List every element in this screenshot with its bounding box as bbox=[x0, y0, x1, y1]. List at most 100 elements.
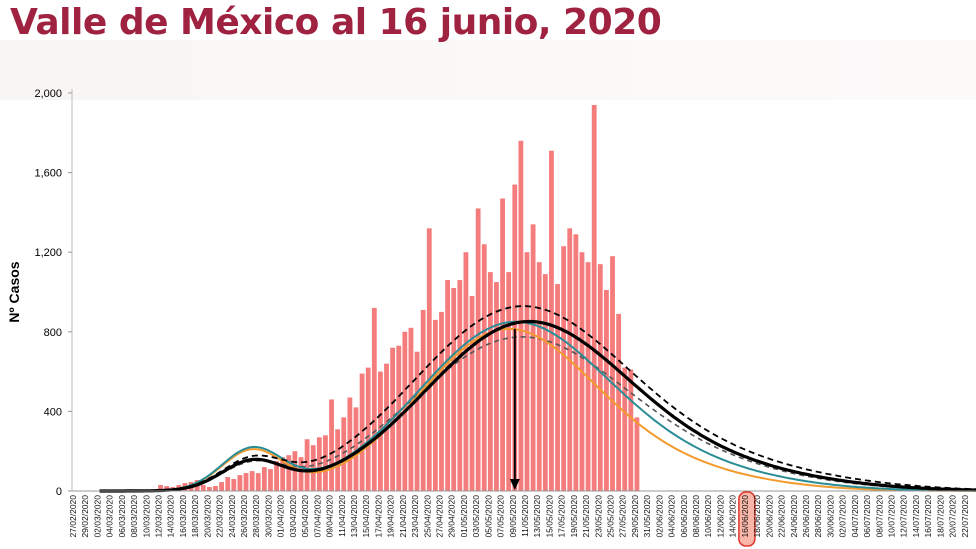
x-tick-label: 06/06/2020 bbox=[679, 495, 689, 538]
bar bbox=[573, 234, 579, 492]
x-tick-label: 14/07/2020 bbox=[911, 495, 921, 538]
x-tick-label: 25/04/2020 bbox=[422, 495, 432, 538]
bar bbox=[487, 272, 493, 491]
bar bbox=[634, 417, 640, 491]
x-tick-label: 20/03/2020 bbox=[202, 495, 212, 538]
x-tick-label: 13/04/2020 bbox=[349, 495, 359, 538]
bar bbox=[408, 327, 414, 491]
x-tick-label: 03/04/2020 bbox=[288, 495, 298, 538]
bar bbox=[432, 319, 438, 491]
bar bbox=[549, 150, 554, 491]
x-tick-label: 27/05/2020 bbox=[618, 495, 628, 538]
x-tick-label: 10/03/2020 bbox=[141, 495, 151, 538]
x-tick-label: 04/03/2020 bbox=[105, 495, 115, 538]
x-tick-label: 17/05/2020 bbox=[557, 495, 567, 538]
x-tick-label: 01/05/2020 bbox=[459, 495, 469, 538]
x-tick-label: 04/07/2020 bbox=[850, 495, 860, 538]
bar bbox=[530, 224, 536, 491]
x-tick-label: 04/06/2020 bbox=[667, 495, 677, 538]
bar bbox=[329, 399, 334, 491]
bar bbox=[457, 280, 463, 491]
bar bbox=[347, 397, 353, 491]
bar bbox=[518, 140, 524, 491]
x-tick-label: 02/07/2020 bbox=[838, 495, 848, 538]
bar bbox=[200, 485, 206, 491]
y-tick-label: 1,600 bbox=[34, 168, 62, 180]
x-tick-label: 27/04/2020 bbox=[434, 495, 444, 538]
bar bbox=[304, 439, 310, 491]
x-tick-label: 16/07/2020 bbox=[923, 495, 933, 538]
y-tick-label: 1,200 bbox=[34, 247, 62, 259]
bar bbox=[475, 208, 481, 492]
x-axis: 27/02/2020 29/02/2020 02/03/2020 04/03/2020… bbox=[68, 490, 976, 547]
bar bbox=[628, 369, 634, 491]
model-teal-line bbox=[99, 320, 976, 492]
x-tick-label: 07/04/2020 bbox=[312, 495, 322, 538]
bar bbox=[561, 246, 567, 491]
x-tick-label: 01/04/2020 bbox=[276, 495, 286, 538]
x-tick-label: 24/03/2020 bbox=[227, 495, 237, 538]
x-tick-label: 07/05/2020 bbox=[496, 495, 506, 538]
x-tick-label: 06/07/2020 bbox=[862, 495, 872, 538]
x-tick-label: 22/06/2020 bbox=[777, 495, 787, 538]
x-tick-label: 14/06/2020 bbox=[728, 495, 738, 538]
x-tick-label: 22/03/2020 bbox=[215, 495, 225, 538]
bar bbox=[243, 473, 249, 491]
x-tick-label: 26/06/2020 bbox=[801, 495, 811, 538]
bar bbox=[231, 479, 237, 491]
line-series bbox=[99, 305, 976, 493]
page-title: Valle de México al 16 junio, 2020 bbox=[10, 2, 662, 43]
bar bbox=[414, 351, 420, 491]
y-tick-label: 800 bbox=[44, 327, 62, 339]
x-tick-label: 08/07/2020 bbox=[874, 495, 884, 538]
model-black-line bbox=[99, 319, 976, 493]
x-tick-label: 13/05/2020 bbox=[532, 495, 542, 538]
x-tick-label: 18/06/2020 bbox=[752, 495, 762, 538]
x-tick-label: 19/04/2020 bbox=[386, 495, 396, 538]
x-tick-label: 11/04/2020 bbox=[337, 495, 347, 537]
x-tick-label: 14/03/2020 bbox=[166, 495, 176, 538]
x-tick-label: 18/03/2020 bbox=[190, 495, 200, 538]
x-tick-label: 09/04/2020 bbox=[325, 495, 335, 538]
y-axis-label: Nº Casos bbox=[6, 261, 22, 322]
y-tick-label: 400 bbox=[44, 406, 62, 418]
x-tick-label: 26/03/2020 bbox=[239, 495, 249, 538]
bar bbox=[426, 228, 432, 491]
x-tick-label: 25/05/2020 bbox=[606, 495, 616, 538]
bar bbox=[451, 288, 457, 491]
model-black-dashed-line bbox=[99, 305, 976, 492]
x-tick-label: 27/02/2020 bbox=[68, 495, 78, 538]
x-tick-label: 10/06/2020 bbox=[703, 495, 713, 538]
x-tick-label: 20/06/2020 bbox=[764, 495, 774, 538]
x-tick-label: 23/05/2020 bbox=[593, 495, 603, 538]
bar bbox=[420, 309, 426, 491]
x-tick-label: 23/04/2020 bbox=[410, 495, 420, 538]
x-tick-label: 28/03/2020 bbox=[251, 495, 261, 538]
x-tick-label: 08/03/2020 bbox=[129, 495, 139, 538]
x-tick-label: 16/06/2020 bbox=[740, 495, 750, 538]
x-tick-label: 29/02/2020 bbox=[80, 495, 90, 538]
bar bbox=[524, 252, 530, 491]
bar bbox=[610, 256, 615, 491]
bar bbox=[463, 252, 469, 491]
bar bbox=[597, 264, 603, 491]
x-tick-label: 20/07/2020 bbox=[948, 495, 958, 538]
bar bbox=[536, 262, 542, 491]
peak-arrow-head bbox=[509, 479, 520, 490]
x-tick-label: 11/05/2020 bbox=[520, 495, 530, 537]
bar bbox=[261, 467, 267, 491]
x-tick-label: 02/03/2020 bbox=[92, 495, 102, 538]
x-tick-label: 19/05/2020 bbox=[569, 495, 579, 538]
bar bbox=[268, 469, 273, 491]
bar bbox=[158, 485, 163, 491]
bar bbox=[616, 313, 622, 491]
bar bbox=[481, 244, 487, 491]
bar bbox=[335, 429, 341, 491]
x-tick-label: 10/07/2020 bbox=[886, 495, 896, 538]
x-tick-label: 06/03/2020 bbox=[117, 495, 127, 538]
bar bbox=[237, 475, 243, 491]
bar bbox=[506, 272, 512, 491]
bar bbox=[359, 373, 365, 491]
bar bbox=[164, 486, 170, 491]
